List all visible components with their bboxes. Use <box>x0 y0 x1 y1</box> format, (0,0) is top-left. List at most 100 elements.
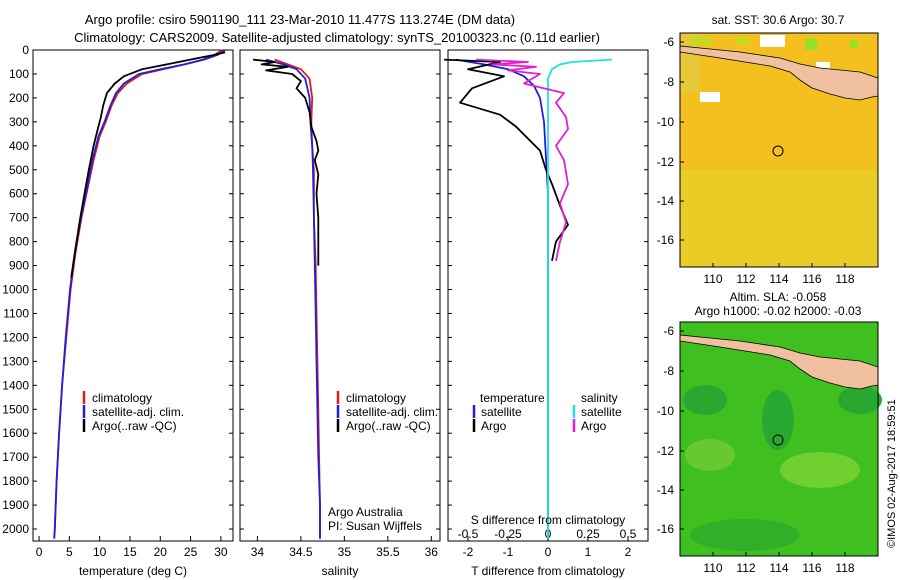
lat-tick-label: -6 <box>663 324 674 338</box>
lat-tick-label: -6 <box>663 35 674 49</box>
salinity-xlabel: salinity <box>322 564 359 578</box>
temperature-xlabel: temperature (deg C) <box>79 564 187 578</box>
top-tick-label: 0.5 <box>620 527 637 541</box>
series-line <box>547 58 613 539</box>
depth-tick-label: 1100 <box>3 306 29 320</box>
lon-tick-label: 112 <box>736 561 755 575</box>
sst-cloud-patch-3 <box>805 38 817 50</box>
credit-line2: PI: Susan Wijffels <box>328 519 422 533</box>
legend-s-satellite: satellite <box>581 405 622 419</box>
depth-tick-label: 700 <box>9 211 29 225</box>
t-diff-xlabel: T difference from climatology <box>471 564 625 578</box>
x-tick-label: 36 <box>425 545 439 559</box>
title-line1: Argo profile: csiro 5901190_111 23-Mar-2… <box>85 12 515 27</box>
series-line <box>475 58 569 261</box>
depth-tick-label: 1800 <box>2 474 29 488</box>
legend-argo: Argo(..raw -QC) <box>92 419 177 433</box>
x-tick-label: 30 <box>214 545 228 559</box>
lat-tick-label: -8 <box>663 364 674 378</box>
lon-tick-label: 116 <box>802 561 821 575</box>
x-tick-label: 2 <box>625 545 632 559</box>
salinity-ticks: 34 34.5 35 35.5 36 <box>240 49 440 559</box>
sla-low-1 <box>683 385 727 415</box>
salinity-axes <box>239 49 441 542</box>
lat-tick-label: -10 <box>657 115 675 129</box>
depth-tick-label: 1200 <box>2 330 29 344</box>
depth-tick-labels: 0 100 200 300 400 500 600 700 800 900 1000 1100 1200… <box>2 43 29 536</box>
legend-t-argo: Argo <box>481 419 507 433</box>
sst-map: sat. SST: 30.6 Argo: 30.7 110 112 114 116 11… <box>657 13 879 286</box>
depth-tick-label: 1300 <box>2 354 29 368</box>
legend-temp-header: temperature <box>480 391 545 405</box>
sla-low-2 <box>762 390 794 450</box>
depth-tick-label: 800 <box>9 235 29 249</box>
x-tick-label: -1 <box>503 545 514 559</box>
depth-tick-label: 400 <box>9 139 29 153</box>
legend-t-satellite: satellite <box>481 405 522 419</box>
sla-map-title1: Altim. SLA: -0.058 <box>730 290 827 304</box>
depth-tick-label: 1000 <box>2 283 29 297</box>
x-tick-label: 10 <box>93 545 107 559</box>
series-line <box>53 49 223 539</box>
lat-tick-label: -16 <box>657 233 675 247</box>
x-tick-label: 0 <box>545 545 552 559</box>
sst-cloud-patch-1 <box>690 37 712 45</box>
depth-tick-label: 500 <box>9 163 29 177</box>
sst-cloud-patch-2 <box>735 37 749 44</box>
temperature-lines <box>53 49 226 539</box>
salinity-legend: climatology satellite-adj. clim. Argo(..… <box>336 391 438 433</box>
lat-tick-label: -14 <box>657 483 675 497</box>
title-line2: Climatology: CARS2009. Satellite-adjuste… <box>74 30 600 45</box>
series-line <box>252 58 320 266</box>
sst-map-ticks: 110 112 114 116 118 -6 -8 -10 -12 -14 -16 <box>657 35 855 286</box>
x-tick-label: 15 <box>123 545 137 559</box>
salinity-panel: 34 34.5 35 35.5 36 salinity climatology sate… <box>239 49 441 578</box>
depth-tick-label: 100 <box>9 67 29 81</box>
legend-sal-header: salinity <box>581 391 618 405</box>
top-tick-label: -0.25 <box>494 527 522 541</box>
lon-tick-label: 110 <box>703 272 722 286</box>
salinity-lines <box>252 58 321 539</box>
temperature-panel: 0100200300400500600700800900100011001200… <box>2 43 234 578</box>
depth-tick-label: 200 <box>9 91 29 105</box>
difference-panel: -2 -1 0 1 2-0.5 -0.25 0 0.25 0.5 S difference fr… <box>443 49 649 578</box>
sla-low-3 <box>838 386 882 414</box>
x-tick-label: -2 <box>463 545 474 559</box>
x-tick-label: 34.5 <box>289 545 313 559</box>
lon-tick-label: 116 <box>802 272 821 286</box>
depth-tick-label: 900 <box>9 259 29 273</box>
sst-cooler-zone <box>680 170 878 267</box>
difference-ticks: -2 -1 0 1 2-0.5 -0.25 0 0.25 0.5 <box>448 49 648 559</box>
temperature-legend: climatology satellite-adj. clim. Argo(..… <box>82 391 184 433</box>
difference-legend: temperature salinity satellite Argo sate… <box>472 391 622 433</box>
sst-nodata-2 <box>700 92 720 102</box>
depth-tick-label: 1400 <box>2 378 29 392</box>
temperature-axes <box>32 49 234 542</box>
top-tick-label: -0.5 <box>458 527 479 541</box>
depth-tick-label: 600 <box>9 187 29 201</box>
legend2-argo: Argo(..raw -QC) <box>346 419 431 433</box>
depth-tick-label: 1900 <box>2 498 29 512</box>
lat-tick-label: -12 <box>657 155 675 169</box>
lon-tick-label: 110 <box>703 561 722 575</box>
legend2-satellite-adj: satellite-adj. clim. <box>346 405 438 419</box>
x-tick-label: 1 <box>585 545 592 559</box>
depth-tick-label: 1500 <box>2 402 29 416</box>
x-tick-label: 35.5 <box>376 545 400 559</box>
depth-tick-label: 300 <box>9 115 29 129</box>
lon-tick-label: 118 <box>835 272 854 286</box>
x-tick-label: 5 <box>66 545 73 559</box>
x-tick-label: 25 <box>184 545 198 559</box>
depth-tick-label: 2000 <box>2 522 29 536</box>
sla-argo-marker <box>772 434 784 446</box>
imos-timestamp: ©IMOS 02-Aug-2017 18:59:51 <box>886 399 898 548</box>
lat-tick-label: -8 <box>663 75 674 89</box>
sla-map: Altim. SLA: -0.058 Argo h1000: -0.02 h20… <box>657 290 882 575</box>
series-line <box>53 49 226 539</box>
legend-climatology: climatology <box>92 391 152 405</box>
lat-tick-label: -10 <box>657 404 675 418</box>
x-tick-label: 34 <box>251 545 265 559</box>
sst-nodata-3 <box>816 62 830 72</box>
legend-satellite-adj: satellite-adj. clim. <box>92 405 184 419</box>
difference-lines <box>443 58 613 539</box>
